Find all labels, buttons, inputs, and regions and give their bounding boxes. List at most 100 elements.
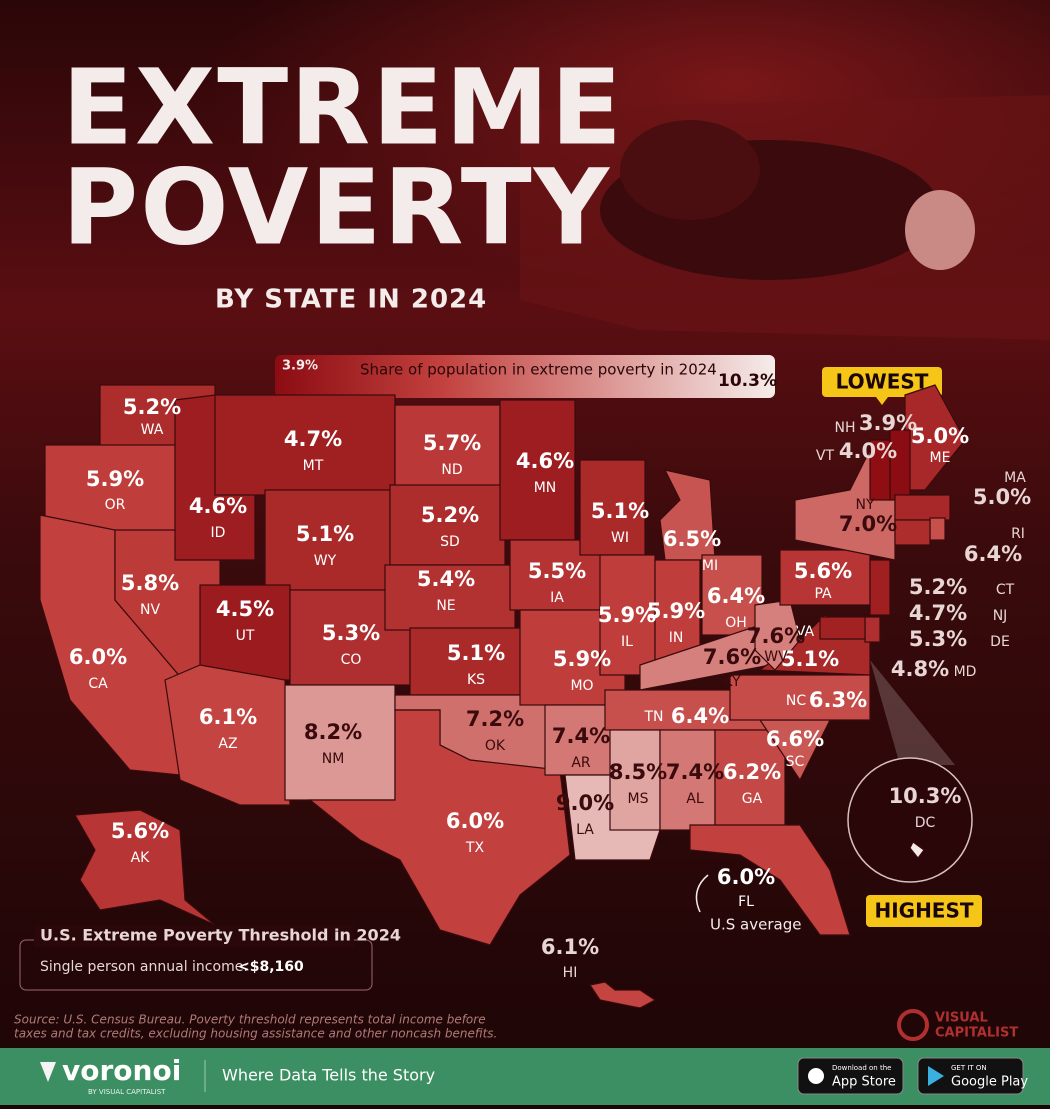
state-code-label: ME — [930, 450, 951, 466]
google-icon — [928, 1066, 944, 1086]
state-value-label: 5.7% — [423, 431, 481, 455]
state-code-label: NJ — [993, 608, 1008, 624]
state-code-label: CT — [996, 582, 1015, 598]
state-code-label: TX — [465, 840, 485, 856]
google-play-button[interactable] — [917, 1057, 1024, 1095]
state — [654, 559, 701, 661]
state-code-label: NC — [786, 693, 806, 709]
state-value-label: 5.2% — [909, 575, 967, 599]
state-value-label: 7.6% — [747, 624, 805, 648]
state-value-label: 6.0% — [69, 645, 127, 669]
state — [214, 394, 396, 496]
state-value-label: 6.1% — [541, 935, 599, 959]
state-value-label: 3.9% — [859, 411, 917, 435]
state-value-label: 5.1% — [591, 499, 649, 523]
state-value-label: 5.2% — [123, 395, 181, 419]
brand-logo — [897, 1009, 929, 1041]
state — [589, 981, 657, 1009]
subtitle: BY STATE IN 2024 — [215, 285, 487, 315]
lowest-pointer — [876, 397, 888, 405]
state-code-label: OK — [485, 738, 506, 754]
state-value-label: 5.1% — [447, 641, 505, 665]
state-value-label: 7.6% — [703, 645, 761, 669]
state — [389, 484, 506, 566]
state-code-label: MN — [534, 480, 557, 496]
state — [74, 809, 216, 926]
source: taxes and tax credits, excluding housing… — [14, 1027, 497, 1041]
state-code-label: AZ — [218, 736, 237, 752]
map — [39, 384, 973, 1009]
state-value-label: 4.8% — [891, 657, 949, 681]
state-code-label: SC — [786, 754, 805, 770]
state-value-label: 6.0% — [717, 865, 775, 889]
state-code-label: NE — [436, 598, 455, 614]
state-code-label: OR — [105, 497, 126, 513]
threshold-title: U.S. Extreme Poverty Threshold in 2024 — [40, 926, 401, 945]
state-value-label: 5.9% — [553, 647, 611, 671]
state — [894, 494, 951, 521]
state-code-label: ID — [211, 525, 226, 541]
state-code-label: PA — [814, 586, 832, 602]
state-value-label: 5.0% — [911, 424, 969, 448]
state-code-label: GA — [742, 791, 763, 807]
state-value-label: 5.1% — [781, 647, 839, 671]
state-value-label: 4.6% — [516, 449, 574, 473]
brand: CAPITALIST — [935, 1026, 1018, 1041]
state — [284, 684, 396, 801]
state-code-label: AL — [686, 791, 704, 807]
state — [701, 554, 763, 636]
apple-icon — [808, 1068, 824, 1084]
state — [579, 459, 646, 556]
state-code-label: WA — [141, 422, 164, 438]
state-value-label: 7.4% — [666, 760, 724, 784]
dc-callout-beam — [870, 660, 955, 765]
state-value-label: 5.4% — [417, 567, 475, 591]
state-code-label: MA — [1004, 470, 1026, 486]
photo-figure — [620, 120, 760, 220]
state-code-label: KS — [467, 672, 485, 688]
threshold-title-bg — [34, 925, 354, 947]
state-value-label: 4.6% — [189, 494, 247, 518]
state-value-label: 6.6% — [766, 727, 824, 751]
state-code-label: KY — [723, 674, 741, 690]
us-average-arrow — [695, 874, 709, 913]
state-code-label: CA — [88, 676, 108, 692]
state-code-label: WI — [611, 530, 629, 546]
state-code-label: WV — [764, 649, 788, 665]
legend-title: Share of population in extreme poverty i… — [360, 361, 717, 379]
state-code-label: NV — [140, 602, 160, 618]
state — [689, 824, 851, 936]
state-value-label: 4.5% — [216, 597, 274, 621]
state — [869, 439, 891, 501]
dc-callout — [847, 757, 973, 883]
legend-min: 3.9% — [282, 359, 318, 374]
state-code-label: WY — [314, 553, 337, 569]
state — [864, 616, 881, 643]
state — [779, 549, 871, 606]
state-code-label: MT — [303, 458, 324, 474]
state — [929, 517, 946, 541]
state — [894, 519, 931, 546]
state-code-label: HI — [563, 965, 578, 981]
state — [199, 584, 291, 681]
app-store-small: Download on the — [832, 1064, 891, 1072]
state-value-label: 6.0% — [446, 809, 504, 833]
state — [609, 729, 661, 831]
state-code-label: VT — [816, 448, 835, 464]
google-play-small: GET IT ON — [951, 1064, 987, 1072]
state-value-label: 5.5% — [528, 559, 586, 583]
us-average-label: U.S average — [710, 916, 801, 934]
state-value-label: 5.6% — [111, 819, 169, 843]
state-value-label: 5.3% — [909, 627, 967, 651]
google-play-label: Google Play — [951, 1075, 1028, 1090]
threshold-label: Single person annual income: — [40, 959, 248, 975]
state-code-label: NM — [322, 751, 345, 767]
state — [499, 399, 576, 541]
state-value-label: 6.1% — [199, 705, 257, 729]
state-code-label: MS — [628, 791, 649, 807]
state-code-label: UT — [236, 628, 255, 644]
app-store-button[interactable] — [797, 1057, 904, 1095]
state-code-label: NH — [835, 420, 856, 436]
state-value-label: 8.2% — [304, 720, 362, 744]
